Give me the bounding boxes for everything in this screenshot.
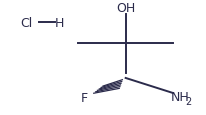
Text: H: H [55,17,64,30]
Text: NH: NH [171,90,190,103]
Text: 2: 2 [185,96,192,106]
Text: OH: OH [116,2,135,15]
Text: F: F [81,91,88,104]
Text: Cl: Cl [21,17,33,30]
